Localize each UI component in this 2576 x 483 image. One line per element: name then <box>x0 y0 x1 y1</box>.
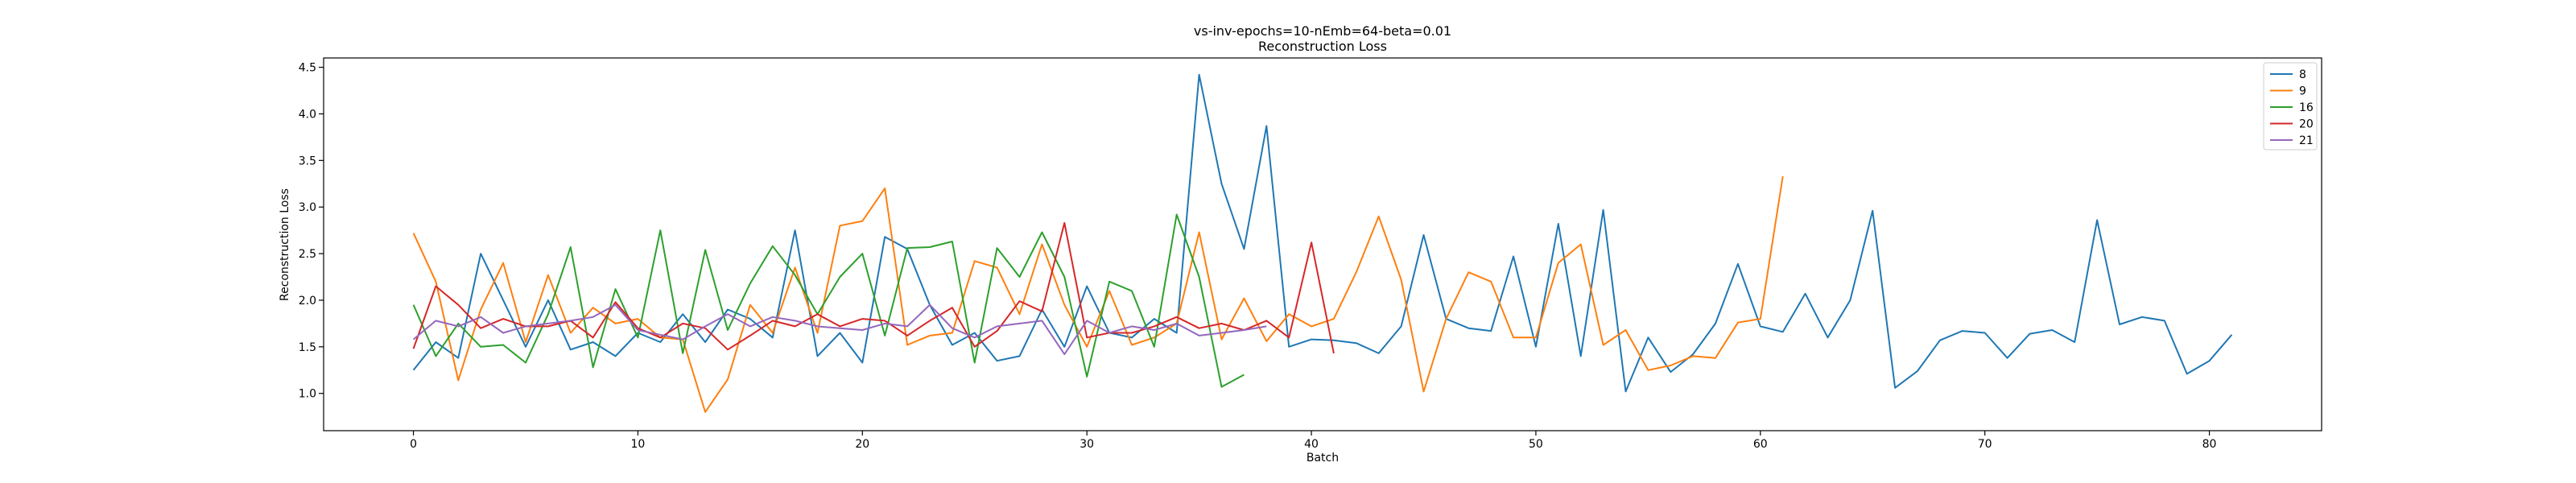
y-tick-label: 3.0 <box>299 201 316 214</box>
y-tick-label: 4.5 <box>299 62 316 75</box>
x-tick-label: 40 <box>1304 438 1319 451</box>
series-line-16 <box>412 213 1245 388</box>
legend-label-21: 21 <box>2299 134 2314 147</box>
y-axis-label: Reconstruction Loss <box>279 188 291 301</box>
x-tick-label: 60 <box>1753 438 1768 451</box>
chart-title: vs-inv-epochs=10-nEmb=64-beta=0.01 <box>1194 23 1451 39</box>
y-tick-label: 1.0 <box>299 388 316 401</box>
legend: 8 9 16 20 21 <box>2263 62 2318 151</box>
x-axis-label: Batch <box>1307 452 1339 464</box>
series-lines <box>412 73 2233 413</box>
y-tick-label: 4.0 <box>299 108 316 121</box>
y-axis-ticks: 1.0 1.5 2.0 2.5 3.0 3.5 4.0 4.5 <box>299 62 324 401</box>
series-line-9 <box>412 175 1784 413</box>
series-line-21 <box>412 303 1267 356</box>
chart-subtitle: Reconstruction Loss <box>1258 39 1387 54</box>
legend-label-20: 20 <box>2299 118 2314 131</box>
legend-label-16: 16 <box>2299 101 2314 114</box>
x-tick-label: 20 <box>855 438 869 451</box>
y-tick-label: 1.5 <box>299 341 316 354</box>
y-tick-label: 3.5 <box>299 155 316 167</box>
y-tick-label: 2.5 <box>299 248 316 261</box>
x-tick-label: 70 <box>1978 438 1992 451</box>
series-line-8 <box>412 73 2233 393</box>
y-tick-label: 2.0 <box>299 295 316 308</box>
legend-label-9: 9 <box>2299 85 2306 98</box>
x-tick-label: 80 <box>2202 438 2217 451</box>
x-tick-label: 50 <box>1529 438 1543 451</box>
x-tick-label: 30 <box>1080 438 1094 451</box>
x-tick-label: 0 <box>410 438 417 451</box>
x-axis-ticks: 0 10 20 30 40 50 60 70 80 <box>410 431 2216 451</box>
x-tick-label: 10 <box>631 438 646 451</box>
plot-frame <box>323 57 2322 431</box>
legend-label-8: 8 <box>2299 68 2306 81</box>
